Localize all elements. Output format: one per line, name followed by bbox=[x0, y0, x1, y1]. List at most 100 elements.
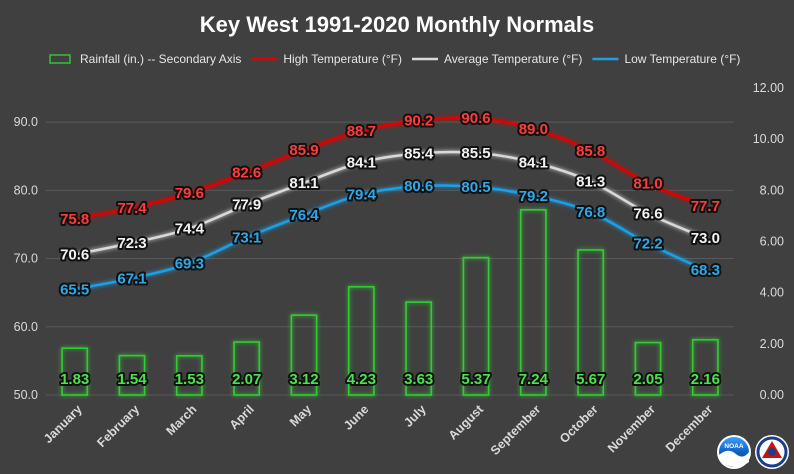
noaa-logo: NOAA bbox=[717, 435, 751, 469]
avg-temperature-data-label: 81.1 bbox=[289, 175, 318, 192]
secondary-tick-label: 10.00 bbox=[753, 132, 784, 146]
avg-temperature-data-label: 72.3 bbox=[117, 235, 146, 252]
high-temperature-data-label: 77.4 bbox=[117, 200, 147, 217]
category-axis: January February March April May June July Augu… bbox=[41, 402, 716, 458]
high-temperature-data-label: 75.8 bbox=[60, 211, 89, 228]
high-temperature-data-label: 81.0 bbox=[633, 176, 662, 193]
rainfall-data-label: 2.16 bbox=[691, 371, 720, 388]
secondary-tick-label: 12.00 bbox=[753, 81, 784, 95]
high-temperature-data-label: 82.6 bbox=[232, 165, 261, 182]
rainfall-bar bbox=[175, 355, 203, 396]
avg-temperature-data-label: 84.1 bbox=[519, 154, 548, 171]
legend-item-avg: Average Temperature (°F) bbox=[412, 52, 582, 66]
legend: Rainfall (in.) -- Secondary Axis High Tem… bbox=[49, 52, 740, 66]
rainfall-bar bbox=[290, 314, 318, 396]
avg-temperature-data-label: 74.4 bbox=[175, 221, 205, 238]
rainfall-bar bbox=[233, 341, 261, 396]
category-label: July bbox=[401, 402, 429, 430]
low-temperature-data-label: 76.4 bbox=[289, 207, 319, 224]
avg-temperature-data-label: 76.6 bbox=[633, 206, 662, 223]
avg-temperature-line bbox=[74, 150, 706, 256]
avg-temperature-data-label: 85.4 bbox=[404, 145, 434, 162]
legend-item-high: High Temperature (°F) bbox=[251, 52, 402, 66]
rainfall-bar bbox=[519, 208, 547, 396]
secondary-tick-label: 8.00 bbox=[760, 183, 784, 197]
chart-title: Key West 1991-2020 Monthly Normals bbox=[200, 12, 595, 37]
low-temperature-data-label: 79.2 bbox=[519, 188, 548, 205]
rainfall-bar bbox=[634, 341, 662, 396]
primary-tick-label: 70.0 bbox=[14, 252, 38, 266]
avg-temperature-data-label: 81.3 bbox=[576, 173, 605, 190]
legend-item-rain: Rainfall (in.) -- Secondary Axis bbox=[49, 52, 241, 66]
category-label: August bbox=[446, 402, 487, 443]
category-label: October bbox=[557, 402, 601, 446]
low-temperature-data-label: 76.8 bbox=[576, 204, 605, 221]
temperature-lines bbox=[74, 116, 706, 291]
low-temperature-data-label: 69.3 bbox=[175, 255, 204, 272]
rainfall-bars bbox=[61, 208, 719, 396]
category-label: November bbox=[605, 402, 658, 455]
rainfall-bar bbox=[118, 354, 146, 396]
rainfall-data-label: 1.54 bbox=[117, 371, 147, 388]
category-label: March bbox=[164, 402, 200, 438]
primary-tick-label: 50.0 bbox=[14, 388, 38, 402]
legend-label: Average Temperature (°F) bbox=[444, 52, 582, 66]
high-temperature-data-label: 79.6 bbox=[175, 185, 204, 202]
rainfall-data-label: 3.63 bbox=[404, 371, 433, 388]
avg-temperature-data-label: 77.9 bbox=[232, 197, 261, 214]
legend-swatch bbox=[49, 54, 71, 64]
high-temperature-line bbox=[74, 116, 706, 221]
low-temperature-data-label: 65.5 bbox=[60, 281, 89, 298]
rainfall-bar bbox=[462, 256, 490, 396]
primary-tick-label: 80.0 bbox=[14, 183, 38, 197]
rainfall-data-label: 5.67 bbox=[576, 371, 605, 388]
rainfall-data-label: 2.07 bbox=[232, 371, 261, 388]
category-label: May bbox=[287, 402, 314, 429]
low-temperature-data-label: 80.5 bbox=[461, 179, 490, 196]
high-temperature-data-label: 90.2 bbox=[404, 113, 433, 130]
high-temperature-data-label: 77.7 bbox=[691, 198, 720, 215]
category-label: February bbox=[94, 402, 142, 450]
avg-temperature-data-label: 70.6 bbox=[60, 246, 89, 263]
high-temperature-data-label: 89.0 bbox=[519, 121, 548, 138]
primary-tick-label: 90.0 bbox=[14, 115, 38, 129]
rainfall-data-label: 2.05 bbox=[633, 371, 662, 388]
legend-label: Low Temperature (°F) bbox=[624, 52, 740, 66]
secondary-axis: 0.00 2.00 4.00 6.00 8.00 10.00 12.00 bbox=[753, 81, 784, 402]
high-temperature-data-label: 90.6 bbox=[461, 110, 490, 127]
legend-label: High Temperature (°F) bbox=[283, 52, 402, 66]
secondary-tick-label: 4.00 bbox=[760, 286, 784, 300]
category-label: June bbox=[341, 402, 372, 433]
high-temperature-data-label: 88.7 bbox=[347, 123, 376, 140]
avg-temperature-data-label: 84.1 bbox=[347, 154, 376, 171]
low-temperature-data-label: 72.2 bbox=[633, 236, 662, 253]
rainfall-bar bbox=[61, 347, 89, 396]
low-temperature-data-label: 80.6 bbox=[404, 178, 433, 195]
high-temperature-data-label: 85.8 bbox=[576, 143, 605, 160]
low-temperature-data-label: 67.1 bbox=[117, 270, 146, 287]
rainfall-bar bbox=[577, 249, 605, 396]
secondary-tick-label: 0.00 bbox=[760, 388, 784, 402]
low-temperature-data-label: 68.3 bbox=[691, 262, 720, 279]
category-label: September bbox=[488, 402, 544, 458]
legend-label: Rainfall (in.) -- Secondary Axis bbox=[80, 52, 241, 66]
rainfall-data-label: 7.24 bbox=[519, 371, 549, 388]
data-labels: 1.83 1.54 1.53 2.07 3.12 4.23 3.63 5.37 7.24 5.67… bbox=[58, 108, 722, 390]
primary-axis: 50.0 60.0 70.0 80.0 90.0 bbox=[14, 115, 38, 402]
avg-temperature-data-label: 85.5 bbox=[461, 145, 490, 162]
rainfall-bar bbox=[347, 285, 375, 396]
gridlines bbox=[46, 121, 734, 396]
low-temperature-line bbox=[74, 184, 706, 291]
rainfall-bar bbox=[405, 301, 433, 396]
secondary-tick-label: 6.00 bbox=[760, 235, 784, 249]
rainfall-data-label: 4.23 bbox=[347, 371, 376, 388]
rainfall-data-label: 3.12 bbox=[289, 371, 318, 388]
avg-temperature-data-label: 73.0 bbox=[691, 230, 720, 247]
rainfall-data-label: 1.83 bbox=[60, 371, 89, 388]
svg-text:NOAA: NOAA bbox=[724, 443, 743, 450]
category-label: April bbox=[227, 402, 257, 432]
rainfall-data-label: 5.37 bbox=[461, 371, 490, 388]
nws-logo bbox=[755, 435, 789, 469]
